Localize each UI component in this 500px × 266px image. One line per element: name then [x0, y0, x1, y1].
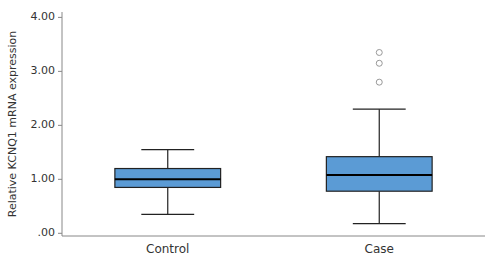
whisker-low: [167, 187, 168, 214]
median: [326, 174, 432, 176]
whisker-low: [379, 191, 380, 223]
box: [326, 157, 432, 192]
tick-label: 2.00: [31, 118, 56, 131]
tick-label: 3.00: [31, 64, 56, 77]
cap-low: [141, 214, 194, 215]
cap-low: [353, 223, 406, 224]
boxes: [115, 49, 432, 223]
chart: .00 1.00 2.00 3.00 4.00 Control Case Relative K…: [0, 0, 500, 266]
tick-label: 1.00: [31, 172, 56, 185]
tick-label: 4.00: [31, 10, 56, 23]
tick-mark: [58, 233, 62, 234]
cap-high: [353, 109, 406, 110]
tick-label: .00: [38, 226, 56, 239]
tick-mark: [58, 125, 62, 126]
tick-mark: [58, 17, 62, 18]
box-group: [115, 150, 221, 215]
cap-high: [141, 149, 194, 150]
category-label: Case: [365, 242, 394, 256]
x-axis-line: [62, 236, 485, 237]
flier: [376, 49, 382, 55]
whisker-high: [167, 150, 168, 169]
y-axis-label: Relative KCNQ1 mRNA expression: [6, 31, 19, 218]
flier: [376, 79, 382, 85]
median: [115, 178, 221, 180]
whisker-high: [379, 109, 380, 156]
box-group: [326, 49, 432, 223]
y-axis: .00 1.00 2.00 3.00 4.00: [31, 10, 63, 239]
tick-mark: [58, 179, 62, 180]
box: [115, 169, 221, 188]
tick-mark: [58, 71, 62, 72]
y-axis-line: [62, 12, 63, 236]
category-label: Control: [146, 242, 189, 256]
flier: [376, 60, 382, 66]
x-axis: Control Case: [62, 236, 485, 256]
